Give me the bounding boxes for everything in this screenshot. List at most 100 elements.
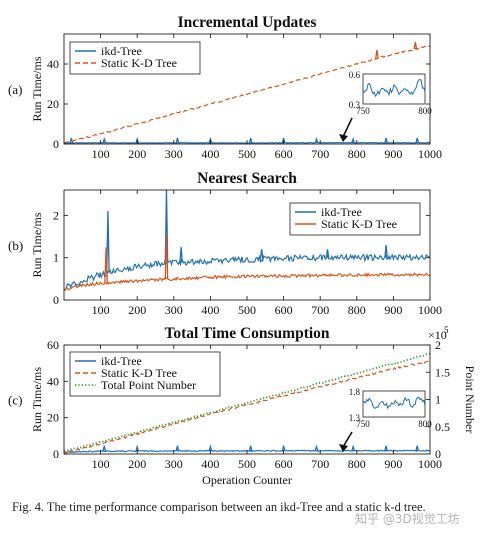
x-tick-label: 900: [384, 147, 402, 161]
series-line-1: [64, 360, 430, 454]
x-tick-label: 500: [238, 303, 256, 317]
y-tick-label: 20: [47, 411, 59, 425]
series-line-0: [64, 252, 430, 291]
watermark: 知乎 @3D视觉工坊: [355, 512, 460, 526]
y-right-tick-label: 1.5: [435, 365, 450, 379]
legend-label: Static K-D Tree: [321, 217, 397, 231]
y-tick-label: 1: [53, 251, 59, 265]
x-tick-label: 800: [348, 147, 366, 161]
inset-x-tick-label: 800: [418, 106, 432, 116]
legend-label: Total Point Number: [101, 378, 196, 392]
y-tick-label: 20: [47, 97, 59, 111]
x-tick-label: 900: [384, 457, 402, 471]
inset-x-tick-label: 800: [418, 419, 432, 429]
x-tick-label: 800: [348, 457, 366, 471]
y-axis-label: Run Time/ms: [30, 367, 44, 432]
y-right-tick-label: 1: [435, 393, 441, 407]
series-spike-1: [413, 41, 418, 50]
series-spike-0: [135, 136, 140, 144]
x-tick-label: 900: [384, 303, 402, 317]
x-tick-label: 600: [275, 147, 293, 161]
series-spike-1: [164, 234, 169, 280]
series-spike-0: [384, 244, 388, 258]
x-tick-label: 300: [165, 457, 183, 471]
x-tick-label: 300: [165, 303, 183, 317]
panel-title: Incremental Updates: [178, 14, 317, 31]
y-right-tick-label: 0: [435, 447, 441, 461]
x-tick-label: 700: [311, 303, 329, 317]
inset-y-tick-label: 1.3: [349, 413, 361, 423]
series-spike-0: [164, 190, 169, 264]
inset-frame: [362, 73, 426, 105]
x-tick-label: 200: [128, 457, 146, 471]
legend-box: [69, 41, 201, 75]
x-tick-label: 600: [275, 457, 293, 471]
figure-caption: Fig. 4. The time performance comparison …: [12, 500, 426, 514]
x-tick-label: 1000: [418, 147, 442, 161]
series-spike-0: [102, 445, 107, 452]
inset-series-line: [362, 396, 426, 410]
y-tick-label: 60: [47, 338, 59, 352]
series-spike-1: [104, 247, 108, 283]
legend-label: ikd-Tree: [321, 205, 362, 219]
x-tick-label: 100: [92, 457, 110, 471]
series-spike-0: [208, 136, 213, 143]
series-spike-0: [281, 445, 286, 451]
legend-label: ikd-Tree: [101, 354, 142, 368]
inset-y-tick-label: 0.3: [349, 100, 361, 110]
x-tick-label: 400: [201, 457, 219, 471]
series-spike-0: [248, 137, 253, 144]
x-tick-label: 300: [165, 147, 183, 161]
series-spike-0: [351, 444, 355, 451]
legend-box: [289, 202, 421, 236]
legend-label: Static K-D Tree: [101, 366, 177, 380]
y-tick-label: 40: [47, 374, 59, 388]
series-spike-0: [314, 136, 319, 143]
inset-x-tick-label: 750: [356, 419, 370, 429]
y-axis-label: Run Time/ms: [30, 212, 44, 277]
series-spike-0: [325, 249, 330, 258]
series-line-1: [64, 272, 430, 292]
series-spike-0: [351, 136, 355, 143]
x-tick-label: 200: [128, 303, 146, 317]
y-right-axis-exponent-power: 5: [444, 325, 449, 335]
legend-box: [69, 351, 221, 397]
x-tick-label: 100: [92, 147, 110, 161]
panel-label: (a): [8, 82, 22, 97]
panel-title: Total Time Consumption: [164, 325, 329, 342]
inset-x-tick-label: 750: [356, 106, 370, 116]
x-tick-label: 100: [92, 303, 110, 317]
series-spike-0: [259, 249, 264, 260]
series-spike-1: [375, 49, 379, 59]
panel-title: Nearest Search: [197, 170, 297, 187]
x-tick-label: 800: [348, 303, 366, 317]
x-tick-label: 200: [128, 147, 146, 161]
inset-arrow-head: [339, 134, 348, 142]
series-spike-0: [175, 137, 180, 143]
x-tick-label: 400: [201, 147, 219, 161]
x-tick-label: 500: [238, 147, 256, 161]
x-tick-label: 1000: [418, 303, 442, 317]
series-spike-0: [281, 137, 286, 143]
series-spike-0: [415, 445, 420, 451]
y-tick-label: 2: [53, 208, 59, 222]
x-axis-label: Operation Counter: [202, 473, 292, 487]
series-spike-0: [314, 444, 319, 451]
panel-label: (b): [8, 238, 23, 253]
y-tick-label: 0: [53, 293, 59, 307]
x-tick-label: 700: [311, 147, 329, 161]
x-tick-label: 500: [238, 457, 256, 471]
y-tick-label: 0: [53, 137, 59, 151]
inset-y-tick-label: 0.6: [349, 70, 361, 80]
y-right-tick-label: 2: [435, 338, 441, 352]
series-line-1: [64, 45, 430, 144]
y-right-tick-label: 0.5: [435, 420, 450, 434]
inset-arrow: [342, 117, 353, 138]
series-spike-0: [248, 445, 253, 452]
series-spike-0: [175, 445, 180, 452]
x-tick-label: 600: [275, 303, 293, 317]
y-right-axis-label: Point Number: [463, 366, 477, 434]
y-tick-label: 0: [53, 447, 59, 461]
panel-label: (c): [8, 393, 22, 408]
